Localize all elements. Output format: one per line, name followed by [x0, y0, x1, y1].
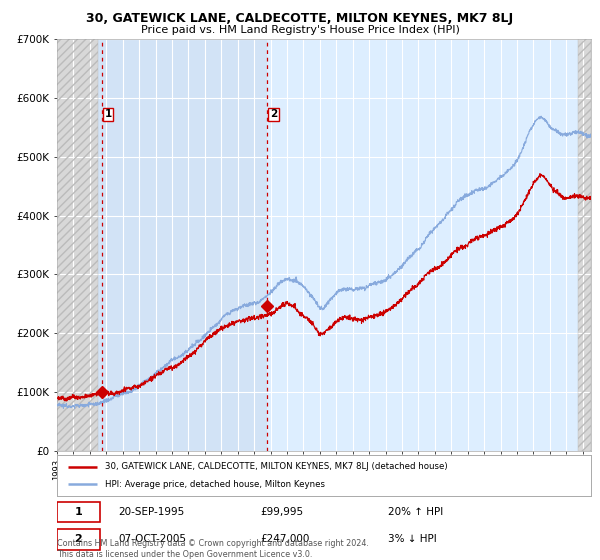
FancyBboxPatch shape	[57, 502, 100, 522]
Text: 3% ↓ HPI: 3% ↓ HPI	[388, 534, 437, 544]
Text: 30, GATEWICK LANE, CALDECOTTE, MILTON KEYNES, MK7 8LJ: 30, GATEWICK LANE, CALDECOTTE, MILTON KE…	[86, 12, 514, 25]
Text: 07-OCT-2005: 07-OCT-2005	[118, 534, 187, 544]
Text: £247,000: £247,000	[260, 534, 309, 544]
Text: Contains HM Land Registry data © Crown copyright and database right 2024.
This d: Contains HM Land Registry data © Crown c…	[57, 539, 369, 559]
Text: 20-SEP-1995: 20-SEP-1995	[118, 507, 185, 517]
Text: HPI: Average price, detached house, Milton Keynes: HPI: Average price, detached house, Milt…	[105, 480, 325, 489]
Text: 1: 1	[74, 507, 82, 517]
Bar	[578, 39, 591, 451]
Bar	[57, 39, 98, 451]
Text: 20% ↑ HPI: 20% ↑ HPI	[388, 507, 443, 517]
Text: 1: 1	[104, 109, 112, 119]
Bar	[57, 39, 98, 451]
Bar	[98, 39, 267, 451]
Text: 30, GATEWICK LANE, CALDECOTTE, MILTON KEYNES, MK7 8LJ (detached house): 30, GATEWICK LANE, CALDECOTTE, MILTON KE…	[105, 462, 448, 471]
Bar	[578, 39, 591, 451]
Text: £99,995: £99,995	[260, 507, 303, 517]
Text: Price paid vs. HM Land Registry's House Price Index (HPI): Price paid vs. HM Land Registry's House …	[140, 25, 460, 35]
Text: 2: 2	[270, 109, 277, 119]
Text: 2: 2	[74, 534, 82, 544]
FancyBboxPatch shape	[57, 529, 100, 549]
